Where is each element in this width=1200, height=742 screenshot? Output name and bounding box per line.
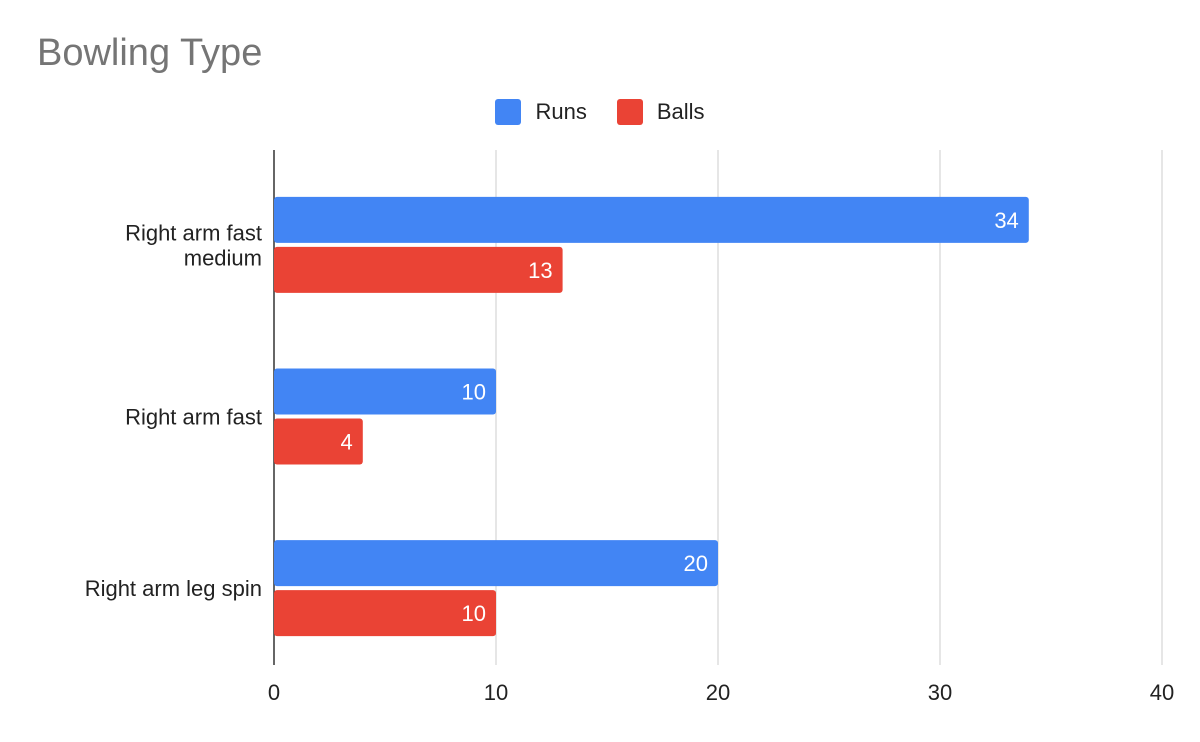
data-label-balls-2: 10 bbox=[462, 601, 486, 626]
legend-item-balls[interactable]: Balls bbox=[616, 99, 705, 125]
bar-runs-1 bbox=[274, 368, 496, 415]
legend: Runs Balls bbox=[0, 99, 1200, 125]
x-tick-label-30: 30 bbox=[928, 680, 952, 705]
bar-balls-1 bbox=[274, 418, 363, 465]
bar-balls-2 bbox=[274, 590, 496, 637]
category-label-2: Right arm leg spin bbox=[85, 576, 262, 601]
x-tick-label-20: 20 bbox=[706, 680, 730, 705]
chart-title: Bowling Type bbox=[37, 32, 263, 74]
bar-runs-0 bbox=[274, 196, 1029, 243]
legend-label-balls: Balls bbox=[656, 99, 705, 124]
category-label-1: Right arm fast bbox=[125, 405, 262, 430]
legend-label-runs: Runs bbox=[535, 99, 587, 124]
bar-balls-0 bbox=[274, 246, 563, 293]
category-label-0-line-0: Right arm fast bbox=[125, 220, 262, 245]
data-label-balls-0: 13 bbox=[528, 258, 552, 283]
x-tick-label-10: 10 bbox=[484, 680, 508, 705]
legend-swatch-balls bbox=[616, 99, 643, 125]
category-label-0-line-1: medium bbox=[184, 245, 262, 270]
data-label-balls-1: 4 bbox=[341, 430, 353, 455]
data-label-runs-2: 20 bbox=[684, 551, 708, 576]
legend-item-runs[interactable]: Runs bbox=[495, 99, 587, 125]
data-label-runs-1: 10 bbox=[462, 380, 486, 405]
bar-runs-2 bbox=[274, 540, 718, 587]
x-tick-label-0: 0 bbox=[268, 680, 280, 705]
legend-swatch-runs bbox=[495, 99, 522, 125]
x-tick-label-40: 40 bbox=[1150, 680, 1174, 705]
data-label-runs-0: 34 bbox=[994, 208, 1018, 233]
